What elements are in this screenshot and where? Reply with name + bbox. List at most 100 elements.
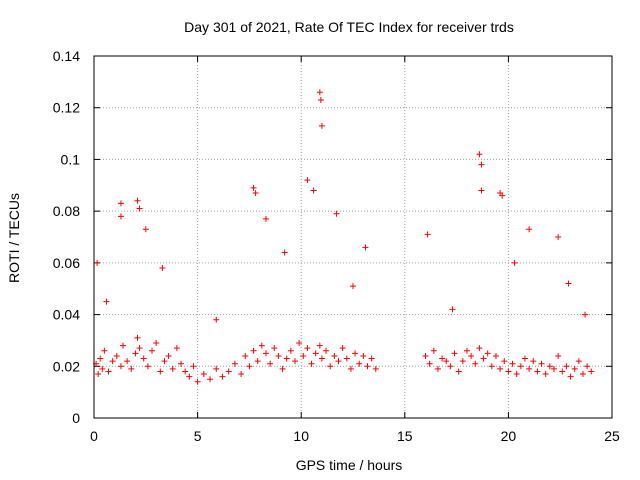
data-point	[323, 347, 330, 354]
y-tick-label: 0	[72, 410, 80, 426]
data-point	[134, 334, 141, 341]
y-tick-label: 0.06	[53, 255, 80, 271]
data-point	[582, 311, 589, 318]
data-point	[105, 368, 112, 375]
data-point	[439, 355, 446, 362]
data-point	[267, 360, 274, 367]
data-point	[157, 368, 164, 375]
data-point	[463, 347, 470, 354]
data-point	[97, 355, 104, 362]
data-point	[194, 378, 201, 385]
data-point	[550, 365, 557, 372]
data-point	[499, 192, 506, 199]
data-point	[455, 368, 462, 375]
data-point	[99, 365, 106, 372]
data-point	[459, 358, 466, 365]
data-point	[120, 342, 127, 349]
data-point	[308, 360, 315, 367]
data-point	[511, 259, 518, 266]
data-point	[304, 177, 311, 184]
data-point	[501, 358, 508, 365]
data-point	[476, 151, 483, 158]
data-point	[478, 161, 485, 168]
data-point	[109, 358, 116, 365]
data-point	[555, 352, 562, 359]
data-point	[283, 355, 290, 362]
axis-ticks: 0 5 10 15 20 25 0 0.02 0.04 0.06 0.08 0.1 0.12 0.14	[53, 48, 620, 444]
data-point	[310, 187, 317, 194]
data-point	[364, 363, 371, 370]
data-point	[333, 210, 340, 217]
y-tick-label: 0.12	[53, 100, 80, 116]
x-tick-label: 10	[293, 428, 309, 444]
y-tick-label: 0.08	[53, 203, 80, 219]
data-point	[316, 342, 323, 349]
data-point	[362, 244, 369, 251]
data-point	[242, 352, 249, 359]
data-point	[213, 316, 220, 323]
data-point	[279, 365, 286, 372]
data-point	[443, 358, 450, 365]
data-point	[94, 259, 101, 266]
data-point	[430, 347, 437, 354]
x-tick-label: 5	[194, 428, 202, 444]
data-point	[451, 350, 458, 357]
data-point	[225, 368, 232, 375]
data-point	[136, 205, 143, 212]
data-point	[117, 213, 124, 220]
data-point	[317, 96, 324, 103]
data-point	[571, 365, 578, 372]
data-point	[318, 355, 325, 362]
x-tick-label: 20	[501, 428, 517, 444]
data-point	[368, 355, 375, 362]
data-point	[567, 373, 574, 380]
chart-title: Day 301 of 2021, Rate Of TEC Index for r…	[184, 19, 514, 35]
data-point	[190, 363, 197, 370]
data-point	[262, 215, 269, 222]
data-point	[422, 352, 429, 359]
data-point	[132, 350, 139, 357]
data-point	[343, 355, 350, 362]
data-point	[275, 352, 282, 359]
data-point	[331, 352, 338, 359]
data-point	[262, 350, 269, 357]
data-point	[476, 345, 483, 352]
data-point	[565, 280, 572, 287]
data-point	[153, 340, 160, 347]
x-tick-label: 15	[397, 428, 413, 444]
data-point	[447, 363, 454, 370]
data-point	[258, 342, 265, 349]
data-point	[526, 365, 533, 372]
data-point	[505, 368, 512, 375]
data-point	[339, 345, 346, 352]
data-point	[588, 368, 595, 375]
data-point	[424, 231, 431, 238]
data-point	[136, 345, 143, 352]
data-point	[350, 283, 356, 290]
plot-area-frame	[93, 55, 613, 419]
data-point	[144, 363, 151, 370]
data-point	[526, 226, 533, 233]
data-point	[318, 122, 325, 129]
data-point	[165, 352, 172, 359]
data-point	[186, 373, 193, 380]
y-tick-label: 0.1	[61, 151, 81, 167]
data-point	[360, 352, 367, 359]
data-point	[372, 365, 379, 372]
data-point	[101, 347, 108, 354]
data-point	[246, 363, 253, 370]
data-point	[563, 363, 570, 370]
data-point	[169, 365, 176, 372]
data-point	[584, 363, 591, 370]
data-point	[182, 368, 189, 375]
data-point	[142, 226, 149, 233]
data-point	[231, 360, 238, 367]
data-point	[117, 200, 124, 207]
data-point	[497, 365, 504, 372]
data-point	[207, 376, 214, 383]
data-point	[434, 365, 441, 372]
x-axis-title: GPS time / hours	[296, 457, 403, 473]
data-point	[426, 360, 433, 367]
data-point	[113, 352, 120, 359]
